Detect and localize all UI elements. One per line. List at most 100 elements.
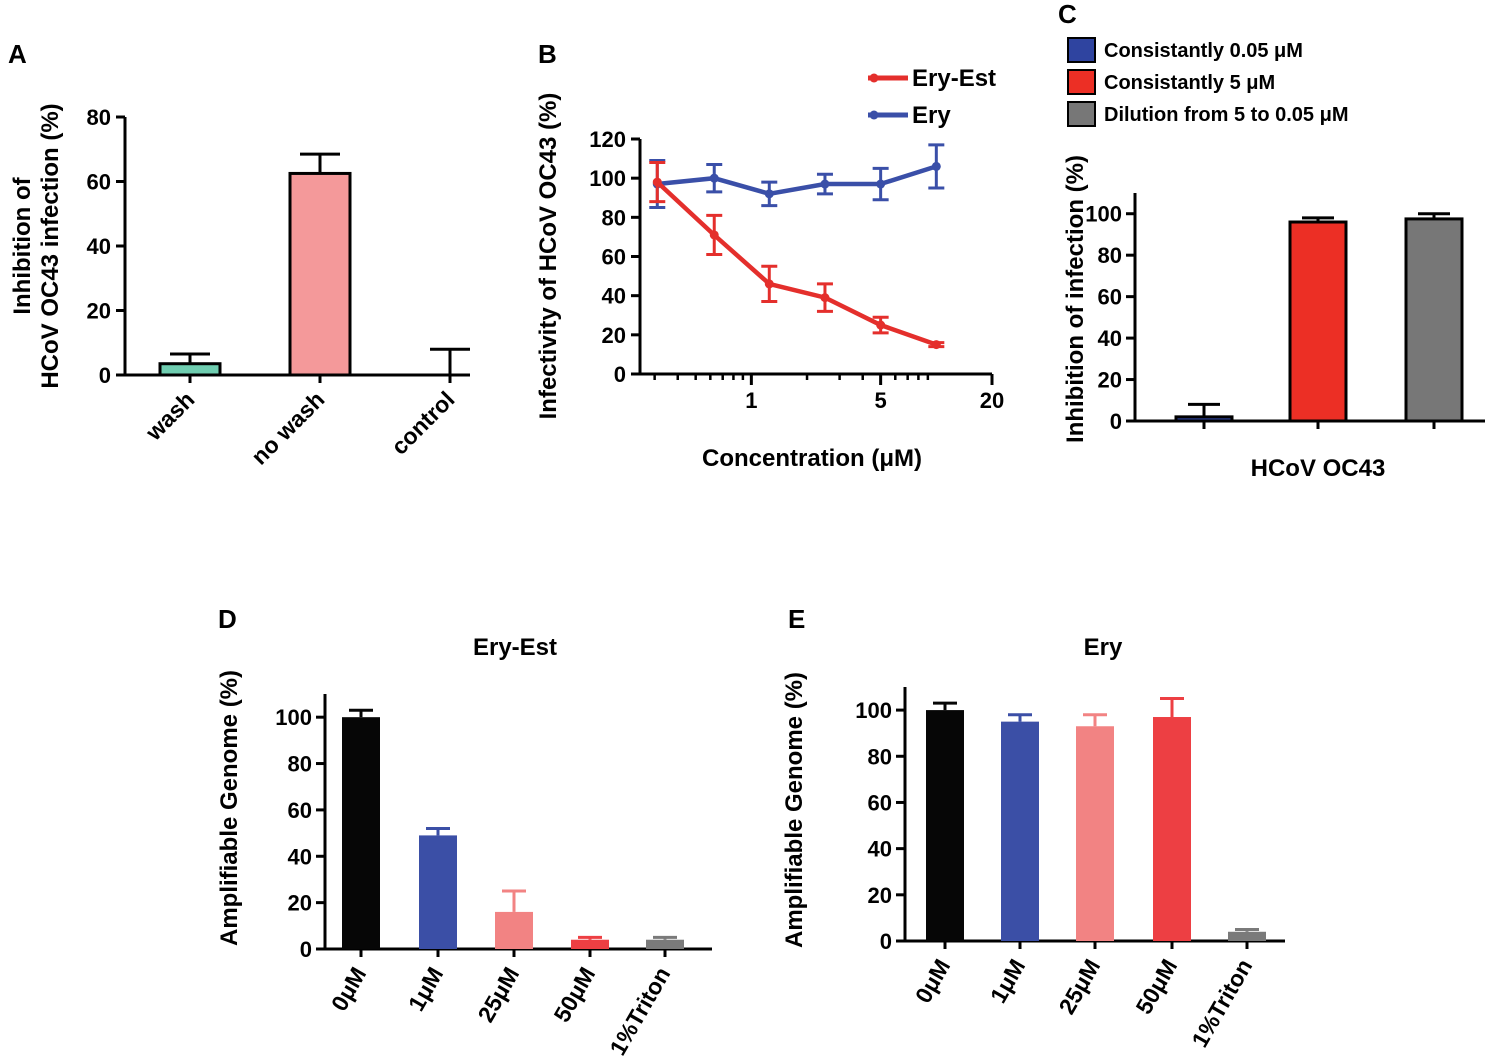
y-tick-label: 60	[288, 798, 312, 823]
legend-marker-ery	[869, 110, 879, 120]
y-axis-label: Amplifiable Genome (%)	[781, 672, 808, 948]
bar-wash	[158, 362, 222, 377]
point-ery	[764, 189, 774, 199]
y-tick-label: 0	[614, 362, 626, 387]
bar-25-m	[495, 911, 533, 949]
legend-label-ery: Ery	[912, 102, 951, 129]
x-tick-label-50-m: 50μM	[548, 963, 600, 1027]
series-line-ery	[657, 164, 937, 197]
y-tick-label: 0	[99, 363, 111, 388]
y-axis-label-line-2: HCoV OC43 infection (%)	[37, 103, 64, 388]
point-ery-est	[820, 293, 830, 303]
y-tick-label: 40	[868, 837, 892, 862]
x-tick-label-control: control	[386, 386, 460, 460]
y-tick-label: 80	[288, 752, 312, 777]
bar-25-m	[1076, 726, 1114, 941]
x-axis-label: Concentration (μM)	[702, 445, 922, 472]
bar-1-triton	[646, 939, 684, 949]
bar-0-m	[926, 710, 964, 941]
point-ery-est	[876, 320, 886, 330]
y-tick-label: 20	[868, 883, 892, 908]
point-ery	[709, 173, 719, 183]
y-axis-label: Infectivity of HCoV OC43 (%)	[535, 93, 562, 420]
y-tick-label: 100	[1085, 202, 1122, 227]
y-axis-label-line-1: Inhibition of	[9, 176, 36, 314]
y-axis-label: Inhibition of infection (%)	[1062, 155, 1089, 443]
point-ery-est	[709, 230, 719, 240]
x-tick-label-0-m: 0μM	[910, 955, 956, 1008]
legend-marker-ery-est	[869, 73, 879, 83]
y-tick-label: 100	[275, 705, 312, 730]
y-tick-label: 40	[288, 844, 312, 869]
bar-50-m	[571, 939, 609, 949]
x-axis-label: HCoV OC43	[1251, 455, 1386, 482]
x-tick-label: 20	[980, 388, 1004, 413]
panel-letter-d: D	[218, 604, 237, 634]
y-tick-label: 120	[589, 127, 626, 152]
x-tick-label-25-m: 25μM	[1053, 955, 1105, 1019]
series-line-ery-est	[655, 180, 938, 347]
x-tick-label-1-triton: 1%Triton	[604, 963, 675, 1060]
x-tick-label-0-m: 0μM	[326, 963, 372, 1016]
legend-label-consistantly-0-05-m: Consistantly 0.05 μM	[1104, 40, 1303, 62]
x-tick-label-wash: wash	[140, 386, 200, 446]
point-ery-est	[652, 177, 662, 187]
panel-e-chart: 0 20 40 60 80 100 Ery Amplifiable Genome (%) 0μM…	[781, 634, 1285, 1052]
panel-letter-b: B	[538, 39, 557, 69]
y-tick-label: 0	[1110, 409, 1122, 434]
y-tick-label: 80	[1098, 243, 1122, 268]
x-tick-label-1-m: 1μM	[985, 955, 1031, 1008]
y-tick-label: 0	[880, 929, 892, 954]
panel-a-chart: 0 20 40 60 80 wash no wash control Inhibition of…	[9, 103, 470, 470]
legend-label-consistantly-5-m: Consistantly 5 μM	[1104, 72, 1275, 94]
point-ery-est	[931, 340, 941, 350]
point-ery-est	[764, 279, 774, 289]
y-tick-label: 60	[868, 790, 892, 815]
y-tick-label: 20	[1098, 368, 1122, 393]
x-tick-label-no-wash: no wash	[246, 386, 329, 469]
y-tick-label: 60	[1098, 285, 1122, 310]
y-tick-label: 40	[1098, 326, 1122, 351]
panel-letter-a: A	[8, 39, 27, 69]
legend-label-dilution-from-5-to-0-05-m: Dilution from 5 to 0.05 μM	[1104, 104, 1348, 126]
x-tick-label: 5	[875, 388, 887, 413]
bar-consistantly-5-m	[1288, 220, 1348, 423]
y-tick-label: 80	[868, 744, 892, 769]
y-tick-label: 20	[87, 299, 111, 324]
x-tick-label-50-m: 50μM	[1130, 955, 1182, 1019]
bar-1-triton	[1228, 931, 1266, 941]
panel-d-chart: 0 20 40 60 80 100 Ery-Est Amplifiable Genome (%…	[216, 634, 712, 1060]
chart-title: Ery	[1084, 634, 1123, 661]
bar-consistantly-0-05-m	[1174, 415, 1234, 423]
bar-no-wash	[288, 171, 352, 377]
legend-swatch-dilution-from-5-to-0-05-m	[1067, 101, 1096, 127]
y-tick-label: 0	[300, 937, 312, 962]
point-ery	[931, 161, 941, 171]
y-tick-label: 60	[87, 170, 111, 195]
y-tick-label: 20	[288, 891, 312, 916]
x-tick-label: 1	[745, 388, 757, 413]
y-tick-label: 40	[87, 234, 111, 259]
x-tick-label-1-triton: 1%Triton	[1186, 955, 1257, 1052]
y-axis-label: Inhibition ofHCoV OC43 infection (%)	[9, 103, 64, 388]
y-tick-label: 100	[589, 166, 626, 191]
panel-b-chart: 0 20 40 60 80 100 120 1 5 20 Concentration (μM) Inf…	[535, 65, 1004, 472]
legend-swatch-consistantly-0-05-m	[1067, 37, 1096, 63]
y-tick-label: 20	[602, 323, 626, 348]
bar-dilution-from-5-to-0-05-m	[1404, 217, 1464, 423]
panel-letter-e: E	[788, 604, 805, 634]
y-axis-label: Amplifiable Genome (%)	[216, 670, 243, 946]
bar-1-m	[419, 835, 457, 949]
x-tick-label-1-m: 1μM	[403, 963, 449, 1016]
point-ery	[820, 179, 830, 189]
bar-0-m	[342, 717, 380, 949]
y-tick-label: 80	[87, 105, 111, 130]
legend-swatch-consistantly-5-m	[1067, 69, 1096, 95]
legend-label-ery-est: Ery-Est	[912, 65, 996, 92]
y-tick-label: 100	[855, 698, 892, 723]
x-tick-label-25-m: 25μM	[472, 963, 524, 1027]
y-tick-label: 60	[602, 245, 626, 270]
y-tick-label: 80	[602, 205, 626, 230]
